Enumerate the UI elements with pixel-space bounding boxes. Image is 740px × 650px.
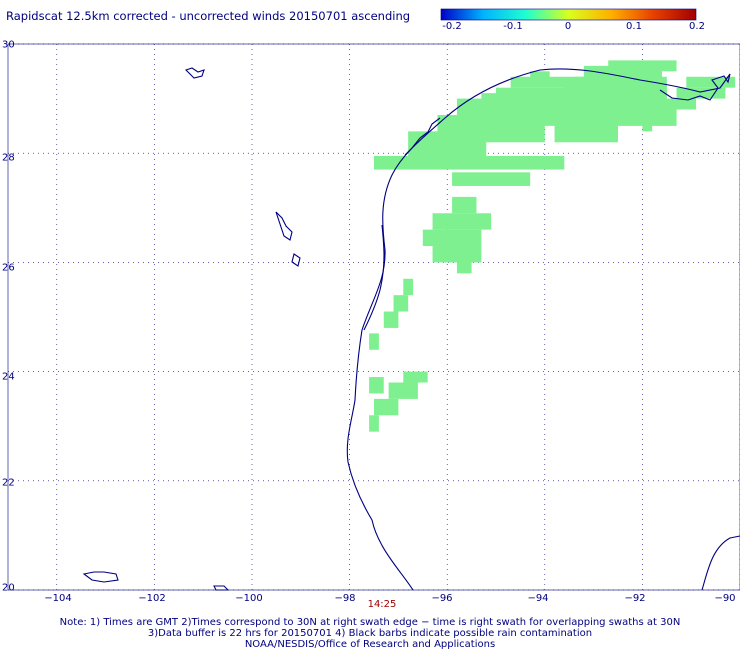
wind-cell	[432, 213, 492, 230]
wind-cell	[403, 371, 428, 383]
wind-cell	[452, 196, 477, 214]
wind-cell	[369, 415, 379, 432]
wind-swath-cells	[369, 60, 736, 432]
y-tick-label: 20	[2, 582, 15, 594]
lake-2	[275, 211, 293, 241]
gulf-coastline	[346, 68, 731, 591]
x-tick-label: −100	[235, 593, 263, 604]
x-tick-label: −98	[334, 593, 356, 604]
x-tick-label: −92	[624, 593, 646, 604]
wind-cell	[554, 125, 618, 143]
wind-cell	[530, 71, 550, 83]
colorbar-label-neg: -0.1	[503, 21, 523, 32]
galveston-bay	[404, 117, 441, 156]
wind-cell	[403, 278, 414, 296]
wind-cell	[574, 76, 667, 99]
wind-cell	[393, 295, 409, 312]
y-tick-label: 30	[2, 39, 15, 51]
wind-cell	[369, 333, 379, 350]
colorbar-label-max: 0.2	[689, 21, 705, 32]
note-line-1: Note: 1) Times are GMT 2)Times correspon…	[59, 617, 681, 628]
colorbar-label-zero: 0	[564, 21, 572, 32]
louisiana-delta	[659, 73, 731, 101]
map-frame	[7, 43, 740, 591]
lat-lon-grid	[7, 43, 740, 591]
wind-cell	[686, 76, 736, 88]
lake-3	[291, 253, 301, 267]
x-tick-label: −102	[138, 593, 166, 604]
wind-cell	[452, 172, 531, 186]
x-tick-label: −94	[527, 593, 549, 604]
wind-cell	[608, 60, 677, 72]
colorbar-label-min: -0.2	[442, 21, 462, 32]
wind-cell	[666, 98, 697, 110]
wind-cell	[432, 246, 482, 263]
wind-cell	[676, 87, 726, 99]
colorbar-label-pos: 0.1	[626, 21, 642, 32]
swath-time-label: 14:25	[367, 599, 397, 610]
wind-cell	[496, 87, 618, 99]
x-tick-label: −90	[714, 593, 736, 604]
wind-cell	[652, 109, 677, 121]
wind-cell	[383, 311, 399, 328]
wind-cell	[642, 120, 653, 132]
map-title: Rapidscat 12.5km corrected - uncorrected…	[6, 9, 411, 23]
colorbar-bar	[440, 8, 697, 21]
y-tick-label: 26	[2, 262, 15, 274]
note-line-2: 3)Data buffer is 22 hrs for 20150701 4) …	[147, 628, 593, 639]
barrier-islands	[363, 224, 385, 331]
x-tick-label: −104	[44, 593, 72, 604]
coastline	[82, 67, 740, 591]
y-tick-label: 28	[2, 152, 15, 164]
wind-cell	[374, 155, 565, 170]
lake-1	[184, 67, 205, 79]
note-line-3: NOAA/NESDIS/Office of Research and Appli…	[244, 639, 496, 650]
wind-cell	[374, 398, 399, 416]
lake-5	[213, 585, 230, 591]
x-tick-label: −96	[431, 593, 453, 604]
wind-cell	[422, 229, 482, 247]
lake-4	[82, 571, 119, 583]
y-tick-label: 22	[2, 477, 15, 489]
wind-cell	[388, 382, 418, 399]
y-tick-label: 24	[2, 371, 15, 383]
yucatan-coast	[701, 535, 740, 591]
colorbar	[440, 8, 697, 21]
wind-cell	[369, 377, 384, 394]
